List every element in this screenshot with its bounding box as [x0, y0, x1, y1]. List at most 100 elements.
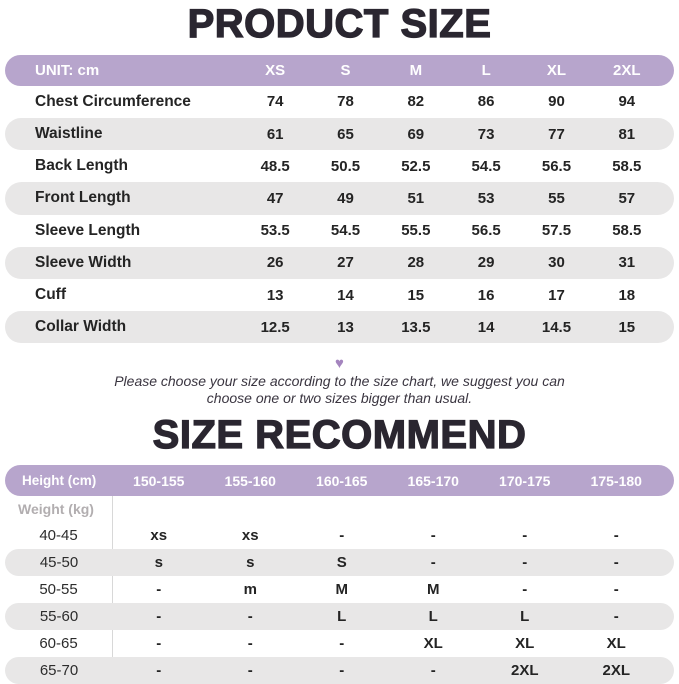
column-header: 150-155 [133, 472, 185, 489]
row-label: 45-50 [39, 554, 79, 572]
table-row: Waistline 61 65 69 73 77 81 [5, 117, 674, 151]
value-cell: 13 [266, 286, 284, 304]
column-header: XS [265, 61, 286, 79]
value-cell: 57 [618, 189, 636, 207]
value-cell: 53.5 [260, 222, 290, 240]
value-cell: 50.5 [330, 157, 361, 175]
row-label: 50-55 [5, 576, 113, 604]
table-row: Front Length 47 49 51 53 55 57 [5, 182, 674, 215]
value-cell: 86 [477, 93, 495, 111]
value-cell: 47 [266, 189, 284, 207]
value-cell: 52.5 [401, 157, 431, 175]
value-cell: 2XL [510, 662, 539, 680]
table-row: Collar Width 12.5 13 13.5 14 14.5 15 [5, 311, 674, 344]
value-cell: 51 [407, 189, 425, 207]
table-row: 40-45 xs xs - - - - [5, 522, 674, 550]
table-row: Cuff 13 14 15 16 17 18 [5, 279, 674, 311]
row-label: 55-60 [39, 608, 79, 626]
table-row: Back Length 48.5 50.5 52.5 54.5 56.5 58.5 [5, 150, 674, 182]
value-cell: 14 [477, 318, 495, 336]
row-label: Waistline [35, 125, 103, 143]
value-cell: - [522, 527, 528, 545]
value-cell: M [427, 581, 440, 599]
size-note: Please choose your size according to the… [0, 373, 679, 406]
size-note-line2: choose one or two sizes bigger than usua… [206, 389, 473, 406]
value-cell: - [156, 635, 162, 653]
column-header: S [340, 61, 351, 79]
value-cell: xs [150, 527, 168, 545]
unit-label: UNIT: cm [35, 61, 100, 79]
table-row: Sleeve Length 53.5 54.5 55.5 56.5 57.5 58.5 [5, 215, 674, 247]
value-cell: - [339, 527, 345, 545]
value-cell: 55 [548, 189, 565, 207]
table-row: 60-65 - - - XL XL XL [5, 630, 674, 658]
value-cell: 26 [266, 254, 284, 272]
value-cell: - [339, 635, 345, 653]
value-cell: 78 [337, 93, 354, 111]
row-label: 60-65 [5, 630, 113, 658]
value-cell: M [335, 581, 349, 599]
size-recommend-table-body: 40-45 xs xs - - - - 45-50 s s S - - -50-55 - m M M - - 55-60… [0, 522, 679, 684]
value-cell: 54.5 [471, 157, 501, 175]
value-cell: - [247, 608, 253, 626]
weight-axis-row: Weight (kg) [5, 496, 674, 523]
product-size-table-body: Chest Circumference 74 78 82 86 90 94 Waistline… [0, 86, 679, 344]
value-cell: L [520, 608, 530, 626]
value-cell: 55.5 [401, 222, 431, 240]
value-cell: 28 [407, 254, 425, 272]
value-cell: - [522, 581, 528, 599]
value-cell: 15 [618, 318, 636, 336]
value-cell: 30 [548, 254, 565, 272]
value-cell: - [247, 662, 253, 680]
table-row: 50-55 - m M M - - [5, 576, 674, 604]
value-cell: 61 [266, 125, 284, 143]
value-cell: 27 [337, 254, 354, 272]
column-header: 175-180 [590, 472, 642, 489]
size-note-line1: Please choose your size according to the… [114, 373, 565, 390]
table-row: 45-50 s s S - - - [5, 549, 674, 577]
heart-icon: ♥ [335, 355, 344, 373]
value-cell: 54.5 [330, 222, 361, 240]
table-row: Chest Circumference 74 78 82 86 90 94 [5, 86, 674, 118]
value-cell: - [430, 662, 436, 680]
value-cell: 82 [407, 93, 425, 111]
value-cell: 65 [337, 125, 354, 143]
value-cell: - [339, 662, 345, 680]
value-cell: 58.5 [612, 222, 642, 240]
value-cell: L [428, 608, 438, 626]
value-cell: L [337, 608, 347, 626]
value-cell: - [430, 527, 436, 545]
row-label: 40-45 [5, 522, 113, 550]
column-header: 2XL [613, 61, 641, 79]
table-row: 55-60 - - L L L - [5, 603, 674, 631]
height-axis-label: Height (cm) [22, 473, 97, 489]
value-cell: 56.5 [471, 222, 501, 240]
column-header: 155-160 [224, 472, 276, 489]
column-header: L [481, 61, 491, 79]
value-cell: 49 [337, 189, 354, 207]
value-cell: 13.5 [401, 318, 431, 336]
value-cell: XL [423, 635, 443, 653]
table-row: 65-70 - - - - 2XL 2XL [5, 657, 674, 684]
product-size-table: UNIT: cm XS S M L XL 2XL Chest Circumference 7… [0, 54, 679, 344]
table-row: Sleeve Width 26 27 28 29 30 31 [5, 246, 674, 279]
value-cell: 90 [548, 93, 565, 111]
value-cell: XL [606, 635, 626, 653]
value-cell: 16 [477, 286, 495, 304]
size-recommend-table: Height (cm) 150-155 155-160 160-165 165-170… [0, 465, 679, 684]
column-header: XL [546, 61, 567, 79]
value-cell: - [156, 581, 162, 599]
value-cell: m [243, 581, 257, 599]
value-cell: 57.5 [541, 222, 572, 240]
value-cell: 14 [337, 286, 354, 304]
value-cell: - [247, 635, 253, 653]
value-cell: 31 [618, 254, 636, 272]
value-cell: - [156, 608, 162, 626]
row-label: Cuff [35, 286, 66, 304]
value-cell: 56.5 [541, 157, 572, 175]
value-cell: 77 [548, 125, 565, 143]
value-cell: - [613, 527, 619, 545]
row-label: Sleeve Width [35, 253, 132, 271]
value-cell: xs [241, 527, 259, 545]
